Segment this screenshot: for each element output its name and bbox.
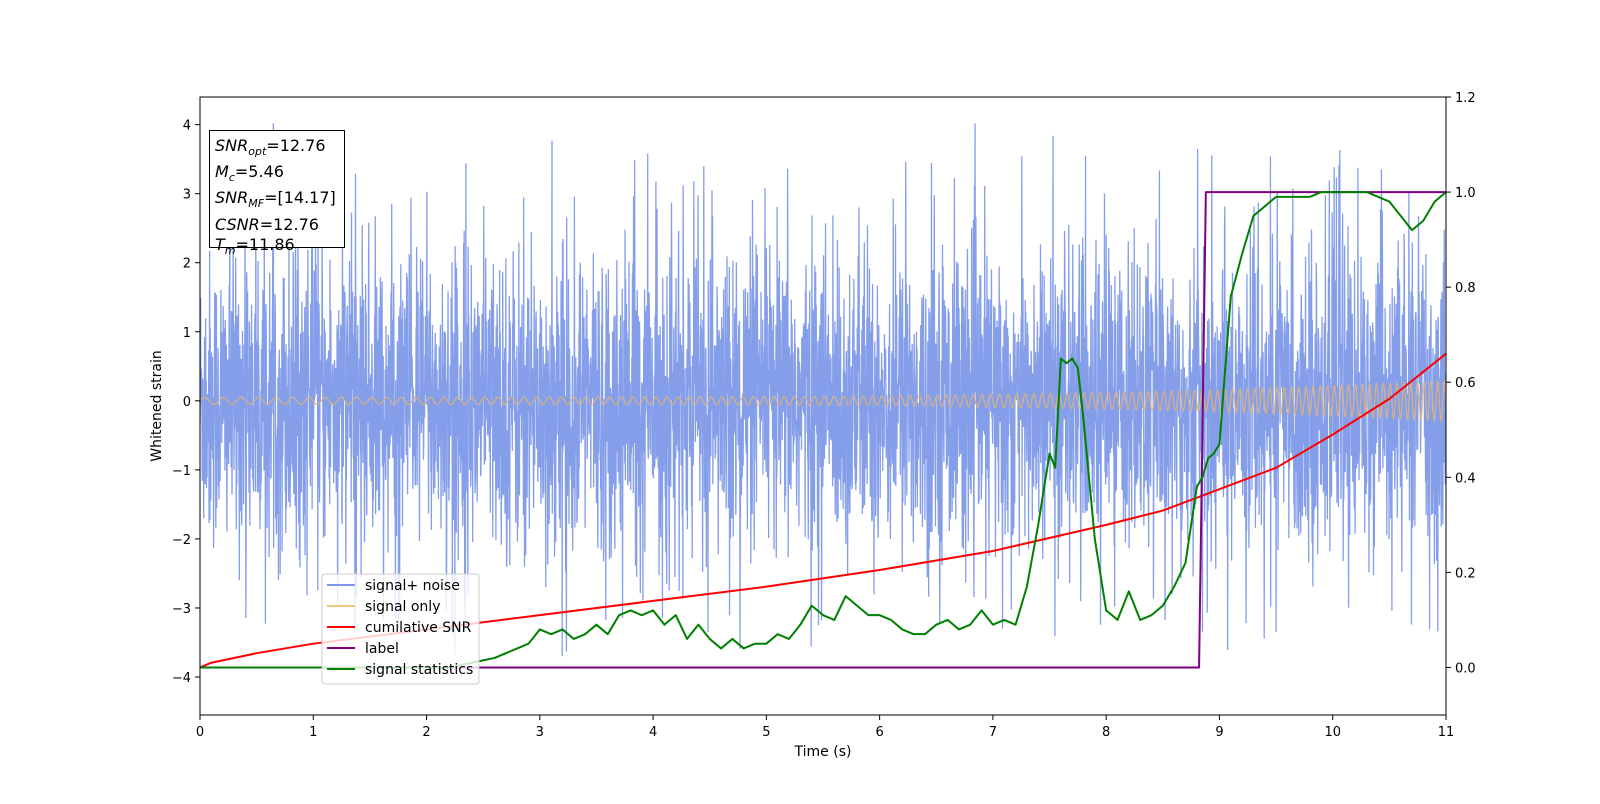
- y-axis-label: Whitened strain: [149, 350, 165, 461]
- y-tick-label: −1: [172, 464, 191, 479]
- x-tick-label: 8: [1102, 725, 1110, 740]
- plot-area: [200, 123, 1446, 669]
- axes: 0 1 2 3 4 5 6 7 8 9 10 1143210−1−2−3−41.21.00.80.60…: [172, 91, 1476, 740]
- stat-mc-subscript: c: [228, 171, 235, 185]
- x-tick-label: 6: [875, 725, 883, 740]
- y-tick-label: 3: [183, 188, 191, 203]
- x-tick-label: 11: [1438, 725, 1455, 740]
- y2-tick-label: 1.0: [1455, 186, 1476, 201]
- y2-tick-label: 0.6: [1455, 376, 1476, 391]
- stat-mc-symbol: M: [215, 162, 229, 182]
- y2-tick-label: 0.0: [1455, 661, 1476, 676]
- x-tick-label: 9: [1215, 725, 1223, 740]
- stat-snr-opt-symbol: SNR: [215, 136, 249, 155]
- stat-mc: Mc=5.46: [215, 162, 344, 188]
- stat-snr-opt-subscript: opt: [248, 145, 267, 159]
- stat-snr-opt-value: =12.76: [266, 136, 326, 155]
- y2-tick-label: 0.2: [1455, 566, 1476, 581]
- legend: signal+ noise signal only cumilative SNR…: [321, 573, 480, 685]
- stat-snr-mf-symbol: SNR: [215, 188, 249, 208]
- stat-csnr-value: =12.76: [259, 214, 319, 234]
- y-tick-label: 1: [183, 326, 191, 341]
- y-tick-label: −4: [172, 671, 191, 686]
- legend-label-cumulative-snr: cumilative SNR: [365, 620, 472, 636]
- stat-snr-mf-subscript: MF: [248, 197, 265, 211]
- legend-label-signal-statistics: signal statistics: [365, 662, 473, 678]
- stat-tm-value: =11.86: [235, 234, 295, 254]
- y-tick-label: 2: [183, 257, 191, 272]
- stat-snr-opt: SNRopt=12.76: [215, 136, 344, 162]
- legend-label-signal-noise: signal+ noise: [365, 578, 460, 594]
- stat-csnr: CSNR=12.76: [215, 215, 344, 235]
- stat-snr-mf-value: =[14.17]: [264, 188, 336, 208]
- x-tick-label: 0: [196, 725, 204, 740]
- stat-tm: Tm=11.86: [215, 235, 344, 261]
- series-signal-statistics: [200, 191, 1446, 669]
- x-axis-label: Time (s): [794, 744, 852, 760]
- plot-frame: [199, 96, 1447, 716]
- stats-annotation-box: SNRopt=12.76 Mc=5.46 SNRMF=[14.17] CSNR=…: [209, 130, 345, 257]
- x-tick-label: 1: [309, 725, 317, 740]
- series-signal-noise: [200, 123, 1446, 657]
- stat-tm-symbol: T: [215, 234, 225, 254]
- series-cumulative-snr: [200, 352, 1446, 669]
- legend-label-label: label: [365, 641, 399, 657]
- y-tick-label: 4: [183, 119, 191, 134]
- stat-snr-mf: SNRMF=[14.17]: [215, 188, 344, 214]
- legend-label-signal-only: signal only: [365, 599, 440, 615]
- y2-tick-label: 0.8: [1455, 281, 1476, 296]
- x-tick-label: 4: [649, 725, 657, 740]
- y-tick-label: −3: [172, 602, 191, 617]
- stat-csnr-symbol: CSNR: [215, 214, 260, 234]
- y-tick-label: 0: [183, 395, 191, 410]
- y2-tick-label: 1.2: [1455, 91, 1476, 106]
- stat-mc-value: =5.46: [234, 162, 284, 182]
- x-tick-label: 10: [1324, 725, 1341, 740]
- x-tick-label: 7: [989, 725, 997, 740]
- y2-tick-label: 0.4: [1455, 471, 1476, 486]
- x-tick-label: 5: [762, 725, 770, 740]
- y-tick-label: −2: [172, 533, 191, 548]
- series-signal-only: [200, 378, 1446, 423]
- x-tick-label: 2: [422, 725, 430, 740]
- legend-frame: [321, 573, 480, 685]
- stat-tm-subscript: m: [224, 243, 236, 257]
- x-tick-label: 3: [536, 725, 544, 740]
